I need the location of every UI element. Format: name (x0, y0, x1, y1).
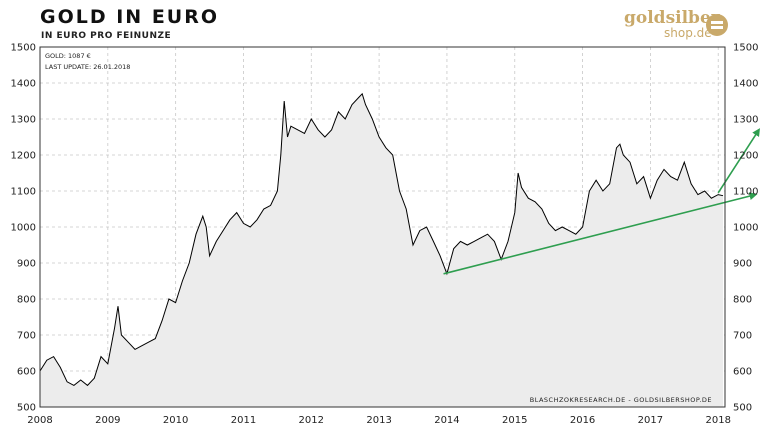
y-axis-left: 500 600 700 800 900 1000 1100 1200 1300 1400 1500 (11, 43, 36, 414)
y-tick-label-right: 500 (733, 403, 752, 414)
y-tick-label-left: 1400 (11, 79, 36, 90)
y-tick-label-left: 1000 (11, 223, 36, 234)
y-tick-label-left: 500 (17, 403, 36, 414)
y-tick-label-left: 800 (17, 295, 36, 306)
logo-word-2: shop.de (664, 26, 712, 40)
x-tick-label: 2010 (163, 415, 188, 426)
y-tick-label-right: 700 (733, 331, 752, 342)
y-tick-label-right: 1400 (733, 79, 758, 90)
trend-arrow (443, 192, 758, 275)
y-tick-label-left: 700 (17, 331, 36, 342)
x-tick-label: 2018 (705, 415, 730, 426)
x-tick-label: 2017 (638, 415, 663, 426)
x-tick-label: 2015 (502, 415, 527, 426)
y-tick-label-right: 900 (733, 259, 752, 270)
chart-title: GOLD IN EURO (40, 6, 220, 28)
chart-subtitle: IN EURO PRO FEINUNZE (41, 31, 172, 41)
y-tick-label-left: 1200 (11, 151, 36, 162)
x-tick-label: 2012 (299, 415, 324, 426)
info-update-label: LAST UPDATE: 26.01.2018 (45, 63, 130, 71)
y-tick-label-right: 1000 (733, 223, 758, 234)
x-axis: 2008 2009 2010 2011 2012 2013 2014 2015 2016 2017… (27, 415, 731, 426)
x-tick-label: 2014 (434, 415, 459, 426)
price-area-fill (40, 93, 723, 408)
y-tick-label-left: 600 (17, 367, 36, 378)
x-tick-label: 2013 (366, 415, 391, 426)
y-tick-label-left: 1300 (11, 115, 36, 126)
y-tick-label-right: 1300 (733, 115, 758, 126)
price-line (39, 92, 724, 387)
info-price-label: GOLD: 1087 € (45, 52, 91, 60)
credit-label: BLASCHZOKRESEARCH.DE - GOLDSILBERSHOP.DE (530, 396, 712, 404)
y-tick-label-right: 600 (733, 367, 752, 378)
y-tick-label-left: 1500 (11, 43, 36, 54)
y-tick-label-right: 800 (733, 295, 752, 306)
coin-stack-icon (706, 14, 728, 36)
y-tick-label-left: 900 (17, 259, 36, 270)
y-tick-label-left: 1100 (11, 187, 36, 198)
x-tick-label: 2016 (570, 415, 595, 426)
brand-logo[interactable]: goldsilber shop.de (624, 8, 760, 44)
plot-frame (39, 46, 726, 408)
y-axis-right: 500 600 700 800 900 1000 1100 1200 1300 1400 1500 (733, 43, 758, 414)
x-tick-label: 2011 (231, 415, 256, 426)
x-tick-label: 2008 (27, 415, 52, 426)
x-tick-label: 2009 (95, 415, 120, 426)
y-tick-label-right: 1500 (733, 43, 758, 54)
y-tick-label-right: 1200 (733, 151, 758, 162)
logo-word-1: goldsilber (624, 8, 720, 28)
y-tick-label-right: 1100 (733, 187, 758, 198)
